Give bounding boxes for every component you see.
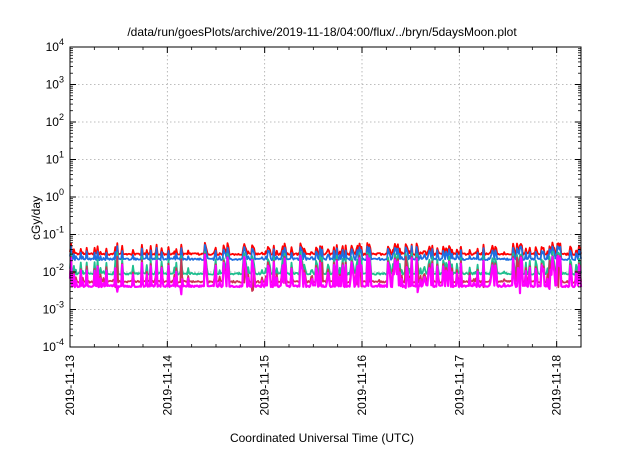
y-tick-label: 100 <box>46 187 64 204</box>
y-tick-label: 10-3 <box>43 300 64 317</box>
tick-marks <box>69 46 581 348</box>
y-tick-label: 10-1 <box>43 225 64 242</box>
x-tick-labels: 2019-11-13 2019-11-14 2019-11-15 2019-11-16… <box>63 355 564 416</box>
y-tick-label: 10-2 <box>43 262 64 279</box>
grid <box>70 47 581 347</box>
x-tick-label: 2019-11-17 <box>452 355 466 416</box>
x-tick-label: 2019-11-18 <box>550 355 564 416</box>
series-line <box>68 253 583 296</box>
x-tick-label: 2019-11-15 <box>258 355 272 416</box>
y-tick-label: 10-4 <box>43 337 64 354</box>
x-axis-label: Coordinated Universal Time (UTC) <box>230 431 414 445</box>
y-tick-label: 104 <box>46 37 64 54</box>
y-axis-label: cGy/day <box>29 196 43 240</box>
y-tick-label: 103 <box>46 75 64 92</box>
x-tick-label: 2019-11-14 <box>160 355 174 416</box>
series-line <box>69 243 582 262</box>
chart-title: /data/run/goesPlots/archive/2019-11-18/0… <box>127 25 517 39</box>
y-tick-label: 102 <box>46 112 64 129</box>
x-tick-label: 2019-11-16 <box>355 355 369 416</box>
x-tick-label: 2019-11-13 <box>63 355 77 416</box>
y-tick-labels: 104 103 102 101 100 10-1 10-2 10-3 10-4 <box>43 37 64 354</box>
y-tick-label: 101 <box>46 150 64 167</box>
series-group <box>68 241 583 296</box>
